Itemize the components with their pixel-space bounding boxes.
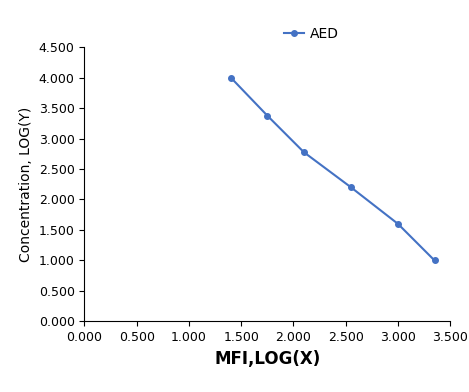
AED — [395, 221, 401, 226]
Y-axis label: Concentration, LOG(Y): Concentration, LOG(Y) — [19, 107, 33, 262]
AED — [265, 113, 270, 118]
X-axis label: MFI,LOG(X): MFI,LOG(X) — [214, 350, 320, 368]
AED — [301, 150, 307, 154]
Legend: AED: AED — [278, 21, 344, 46]
Line: AED: AED — [228, 75, 437, 263]
AED — [228, 75, 234, 80]
AED — [348, 185, 354, 190]
AED — [432, 258, 438, 263]
